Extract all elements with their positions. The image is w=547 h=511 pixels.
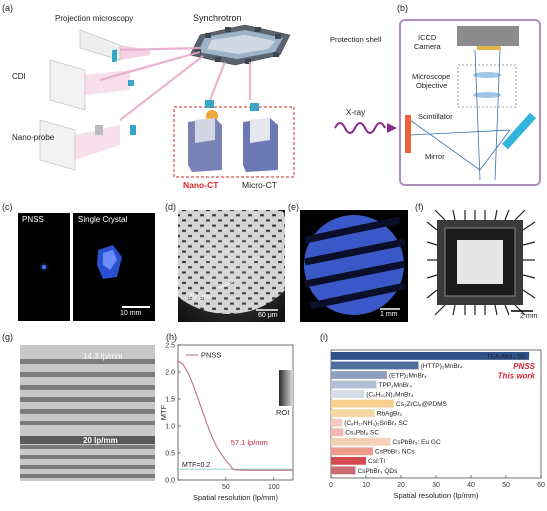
x-tick-label: 40 (467, 482, 475, 489)
annotation-this-work: This work (498, 372, 536, 381)
bar (331, 437, 391, 446)
x-axis-label: Spatial resolution (lp/mm) (193, 493, 279, 502)
bar-label: CsI:Tl (368, 458, 386, 465)
pnss-image-label: PNSS (22, 215, 44, 224)
scalebar-f-label: 2 mm (520, 313, 538, 320)
panel-a-schematic (39, 24, 295, 178)
iccd-label: ICCD (418, 33, 437, 42)
x-tick-label: 10 (362, 482, 370, 489)
bar (331, 371, 387, 379)
roi-thumbnail (279, 370, 293, 406)
bar-label: (C₈H₁₇NH₃)₂SnBr₄ SC (344, 420, 408, 427)
synchrotron-label: Synchrotron (193, 13, 242, 23)
lp-mid-label: 20 lp/mm (83, 436, 118, 445)
lp-top-label: 14.3 lp/mm (83, 352, 123, 361)
objective-label: Objective (416, 81, 448, 90)
bar (331, 409, 375, 418)
x-tick-label: 0 (329, 482, 333, 489)
y-tick-label: 1.0 (165, 424, 175, 431)
scalebar-e-label: 1 mm (380, 311, 398, 318)
shell-label: Protection shell (330, 35, 382, 44)
bar (331, 352, 530, 360)
panel-h-label: (h) (166, 332, 177, 342)
y-tick-label: 0.5 (165, 451, 175, 458)
bar (331, 361, 419, 370)
annotation-resolution: 57.1 lp/mm (231, 438, 268, 447)
y-tick-label: 2.0 (165, 370, 175, 377)
resolution-bar-chart: 0 10 20 30 40 50 60 Spatial resolution (lp/mm) T… (329, 349, 545, 500)
bar-label: CsPbBr₃ QDs (358, 468, 399, 475)
bar-label: Cs₄PbI₆ SC (345, 430, 379, 437)
x-tick-label: 30 (432, 482, 440, 489)
y-tick-label: 0.0 (165, 478, 175, 485)
panel-g-label: (g) (2, 332, 13, 342)
synchrotron-ring (189, 24, 291, 66)
annotation-pnss: PNSS (513, 362, 535, 371)
bar-label: CsPbBr₃ NCs (375, 449, 415, 456)
y-tick-label: 1.5 (165, 397, 175, 404)
panel-b-schematic (334, 19, 541, 186)
microct-label: Micro-CT (242, 180, 277, 190)
legend-label: PNSS (201, 351, 221, 360)
scintillator-label: Scintillator (418, 112, 453, 121)
mtf-chart: 0.0 0.5 1.0 1.5 2.0 2.5 50 100 Spatial resolutio… (159, 343, 294, 502)
nanoprobe-label: Nano-probe (12, 133, 55, 142)
panel-e-label: (e) (288, 202, 299, 212)
x-axis-label: Spatial resolution (lp/mm) (393, 491, 479, 500)
panel-f-label: (f) (415, 202, 424, 212)
xray-label: X-ray (346, 108, 366, 117)
x-tick-label: 50 (222, 484, 230, 491)
bar (331, 399, 394, 408)
panel-i-label: (i) (320, 332, 328, 342)
bar-label: (ETP)₂MnBr₄ (389, 372, 427, 379)
bar-label: Cs₃ZrCl₆@PDMS (396, 401, 448, 408)
line-pair-image (20, 345, 155, 481)
microscope-label: Microscope (412, 72, 451, 81)
camera-label: Camera (414, 42, 441, 51)
bar-label: TPP₂MnBr₄ (379, 382, 413, 389)
bar-label: RbAgBr₂ (377, 411, 403, 418)
projection-label: Projection microscopy (55, 14, 134, 23)
chip-xray-image (426, 209, 536, 316)
single-crystal-label: Single Crystal (78, 215, 128, 224)
bar (331, 447, 373, 456)
bar (331, 390, 365, 398)
fibre-image (300, 210, 408, 322)
panel-b-label: (b) (397, 3, 408, 13)
y-tick-label: 2.5 (165, 343, 175, 350)
series-line-pnss (177, 360, 293, 471)
bar-label: (HTTP)₂MnBr₄ (421, 363, 463, 370)
bar (331, 380, 377, 389)
bar-label: (C₈H₂₀N)₂MnBr₄ (366, 391, 413, 398)
bar (331, 428, 344, 437)
scalebar-c-label: 10 mm (120, 310, 142, 317)
annotation-mtf: MTF=0.2 (182, 462, 210, 469)
feature-size-label: 20 μm (188, 292, 211, 301)
panel-c-label: (c) (2, 202, 13, 212)
panel-a-label: (a) (2, 3, 13, 13)
bar (331, 456, 366, 465)
x-tick-label: 50 (502, 482, 510, 489)
x-tick-label: 60 (537, 482, 545, 489)
bar (331, 418, 343, 427)
bar-label: CsPbBr₃: Eu GC (393, 439, 441, 446)
panel-d-label: (d) (165, 202, 176, 212)
cdi-label: CDI (12, 72, 26, 81)
scalebar-d-label: 60 μm (258, 312, 278, 319)
x-tick-label: 100 (268, 484, 280, 491)
roi-label: ROI (276, 408, 290, 417)
plot-frame (177, 344, 294, 481)
bar (331, 466, 356, 475)
single-crystal-shape (97, 245, 122, 279)
mirror-label: Mirror (425, 152, 445, 161)
y-axis-label: MTF (159, 404, 168, 420)
pnss-spot (42, 265, 46, 269)
honeycomb-image (178, 210, 285, 322)
x-tick-label: 20 (397, 482, 405, 489)
scalebar-c (122, 306, 150, 308)
bar-label: TEA₂MnI₄ SC (487, 353, 527, 360)
nanoct-label: Nano-CT (183, 180, 219, 190)
